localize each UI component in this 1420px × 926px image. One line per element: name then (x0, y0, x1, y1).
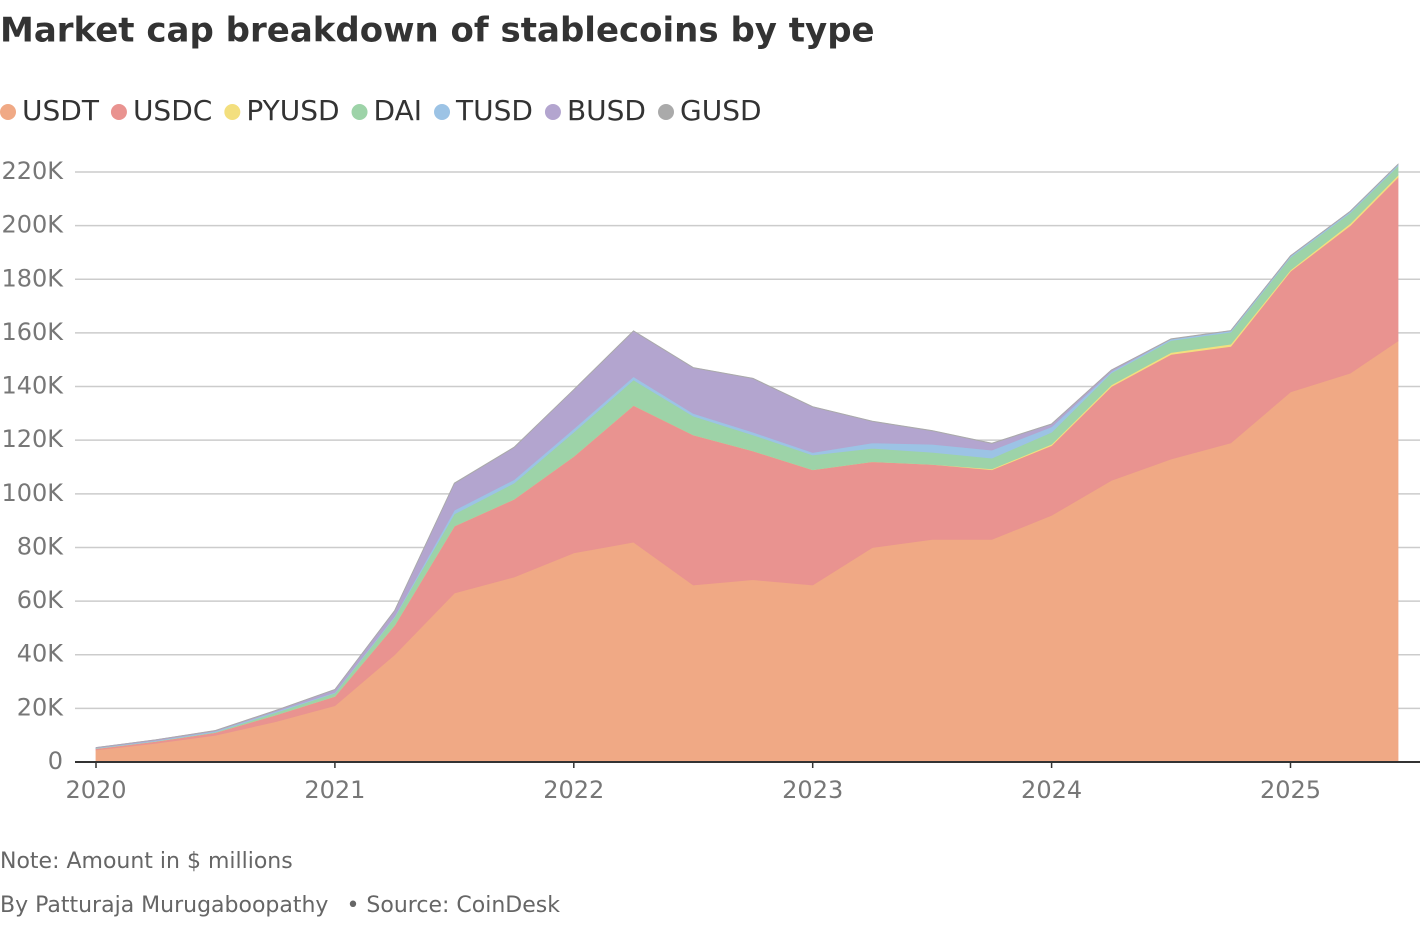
y-tick-label: 60K (17, 586, 65, 614)
legend-label: BUSD (567, 94, 646, 127)
y-tick-label: 120K (1, 425, 64, 453)
x-tick-label: 2024 (1021, 776, 1082, 804)
y-tick-label: 160K (1, 318, 64, 346)
legend-label: DAI (374, 94, 422, 127)
legend-swatch (434, 104, 451, 120)
y-tick-label: 100K (1, 479, 64, 507)
legend-swatch (544, 104, 561, 120)
legend-swatch (224, 104, 241, 120)
y-tick-label: 20K (17, 693, 65, 721)
byline: By Patturaja Murugaboopathy (0, 893, 328, 918)
x-tick-label: 2023 (782, 776, 843, 804)
legend-label: PYUSD (246, 94, 339, 127)
legend-swatch (658, 104, 674, 120)
y-tick-label: 80K (17, 532, 65, 560)
x-tick-label: 2025 (1260, 776, 1321, 804)
chart-title: Market cap breakdown of stablecoins by t… (0, 11, 875, 51)
y-tick-label: 40K (17, 640, 65, 668)
note: Note: Amount in $ millions (0, 849, 293, 874)
x-tick-label: 2021 (304, 776, 365, 804)
legend-swatch (351, 104, 368, 120)
y-tick-label: 200K (1, 211, 64, 239)
plot (95, 163, 1399, 763)
legend-label: USDC (133, 94, 212, 127)
y-tick-label: 140K (1, 372, 64, 400)
legend-label: USDT (22, 94, 100, 127)
legend-swatch (110, 104, 127, 120)
y-tick-label: 220K (1, 157, 64, 185)
y-tick-label: 0 (48, 747, 63, 775)
area (95, 163, 1399, 748)
legend-label: TUSD (455, 94, 533, 127)
y-tick-label: 180K (1, 264, 64, 292)
legend-label: GUSD (680, 94, 762, 127)
legend-swatch (0, 104, 16, 120)
x-tick-label: 2022 (543, 776, 604, 804)
source: • Source: CoinDesk (346, 893, 560, 918)
x-tick-label: 2020 (65, 776, 126, 804)
